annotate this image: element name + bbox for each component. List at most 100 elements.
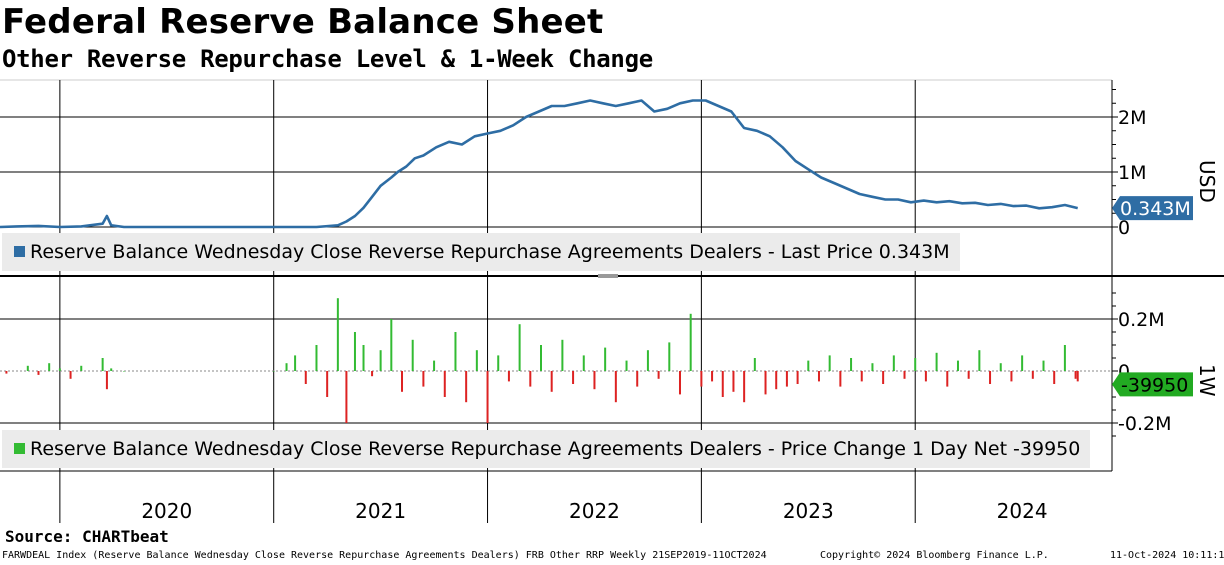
change-bar bbox=[817, 371, 820, 382]
change-bar bbox=[796, 371, 799, 384]
change-bar bbox=[1076, 371, 1079, 382]
legend-bottom: Reserve Balance Wednesday Close Reverse … bbox=[2, 430, 1091, 468]
timestamp: 11-Oct-2024 10:11:14 bbox=[1110, 550, 1224, 561]
change-bar bbox=[105, 371, 108, 390]
last-value-tag-top bbox=[1112, 196, 1193, 221]
change-bar bbox=[636, 371, 639, 387]
change-bar bbox=[956, 360, 959, 371]
change-bar bbox=[433, 360, 436, 371]
change-bar bbox=[914, 358, 917, 371]
change-bar bbox=[345, 371, 348, 423]
copyright: Copyright© 2024 Bloomberg Finance L.P. bbox=[820, 550, 1049, 561]
change-bar bbox=[582, 355, 585, 371]
index-info: FARWDEAL Index (Reserve Balance Wednesda… bbox=[2, 550, 767, 561]
change-bar bbox=[903, 371, 906, 379]
change-bar bbox=[1074, 371, 1077, 379]
x-tick-label-2020: 2020 bbox=[141, 499, 192, 523]
chart-subtitle: Other Reverse Repurchase Level & 1-Week … bbox=[2, 45, 653, 73]
legend-top: Reserve Balance Wednesday Close Reverse … bbox=[2, 233, 960, 271]
change-bar bbox=[123, 371, 126, 372]
legend-top-swatch bbox=[14, 246, 25, 257]
legend-top-label: Reserve Balance Wednesday Close Reverse … bbox=[30, 241, 950, 263]
change-bar bbox=[379, 350, 382, 371]
legend-bottom-swatch bbox=[14, 443, 25, 454]
legend-bottom-label: Reserve Balance Wednesday Close Reverse … bbox=[30, 438, 1081, 460]
change-bar bbox=[272, 371, 275, 372]
change-bar bbox=[304, 371, 307, 384]
change-bar bbox=[443, 371, 446, 397]
change-bar bbox=[967, 371, 970, 379]
change-bar bbox=[689, 313, 692, 371]
bottom-y-tick-label-0: 0.2M bbox=[1118, 309, 1165, 331]
bottom-y-tick-label-2: -0.2M bbox=[1118, 413, 1171, 435]
change-bar bbox=[625, 360, 628, 371]
chart-title: Federal Reserve Balance Sheet bbox=[2, 2, 604, 42]
change-bar bbox=[924, 371, 927, 382]
change-bar bbox=[294, 355, 297, 371]
change-bar bbox=[465, 371, 468, 403]
change-bar bbox=[839, 371, 842, 387]
change-bar bbox=[326, 371, 329, 397]
change-bar bbox=[989, 371, 992, 384]
change-bar bbox=[753, 358, 756, 371]
source-label: Source: CHARTbeat bbox=[5, 527, 169, 546]
change-bar bbox=[518, 324, 521, 371]
change-bar bbox=[999, 363, 1002, 371]
change-bar bbox=[401, 371, 404, 392]
change-bar bbox=[711, 371, 714, 382]
change-bar bbox=[37, 371, 40, 375]
change-bar bbox=[454, 332, 457, 371]
change-bar bbox=[785, 371, 788, 387]
change-bar bbox=[486, 371, 489, 423]
change-bar bbox=[315, 345, 318, 371]
change-bar bbox=[507, 371, 510, 382]
change-bar bbox=[1010, 371, 1013, 382]
x-tick-label-2024: 2024 bbox=[997, 499, 1048, 523]
change-bar bbox=[1053, 371, 1056, 384]
change-bar bbox=[497, 355, 500, 371]
change-bar bbox=[604, 347, 607, 371]
last-value-tag-bottom bbox=[1112, 372, 1193, 397]
change-bar bbox=[285, 363, 288, 371]
change-bar bbox=[764, 371, 767, 395]
change-bar bbox=[561, 339, 564, 371]
change-bar bbox=[1063, 345, 1066, 371]
change-bar bbox=[807, 360, 810, 371]
change-bar bbox=[1021, 355, 1024, 371]
change-bar bbox=[58, 368, 61, 371]
change-bar bbox=[657, 371, 660, 379]
change-bar bbox=[362, 345, 365, 371]
change-bar bbox=[1042, 360, 1045, 371]
change-bar bbox=[422, 371, 425, 387]
change-bar bbox=[5, 371, 8, 374]
change-bar bbox=[892, 355, 895, 371]
change-bar bbox=[828, 355, 831, 371]
change-bar bbox=[871, 363, 874, 371]
change-bar bbox=[69, 371, 72, 379]
change-bar bbox=[80, 365, 83, 371]
top-y-tick-label-2: 0 bbox=[1118, 217, 1130, 239]
change-bar bbox=[775, 371, 778, 390]
change-bar bbox=[614, 371, 617, 403]
change-bar bbox=[26, 365, 29, 371]
change-bar bbox=[1031, 371, 1034, 379]
change-bar bbox=[550, 371, 553, 392]
change-bar bbox=[678, 371, 681, 395]
change-bar bbox=[353, 332, 356, 371]
change-bar bbox=[668, 342, 671, 371]
top-y-tick-label-1: 1M bbox=[1118, 162, 1146, 184]
top-y-tick-label-0: 2M bbox=[1118, 107, 1146, 129]
change-bar bbox=[390, 319, 393, 371]
change-bar bbox=[475, 350, 478, 371]
x-tick-label-2022: 2022 bbox=[569, 499, 620, 523]
change-bar bbox=[946, 371, 949, 387]
change-bar bbox=[721, 371, 724, 397]
change-bar bbox=[850, 358, 853, 371]
change-bar bbox=[743, 371, 746, 403]
change-bar bbox=[48, 363, 51, 371]
last-value-top-label: 0.343M bbox=[1120, 198, 1191, 220]
change-bar bbox=[336, 298, 339, 371]
change-bar bbox=[101, 358, 104, 371]
change-bar bbox=[529, 371, 532, 387]
level-series-line bbox=[0, 99, 1079, 229]
